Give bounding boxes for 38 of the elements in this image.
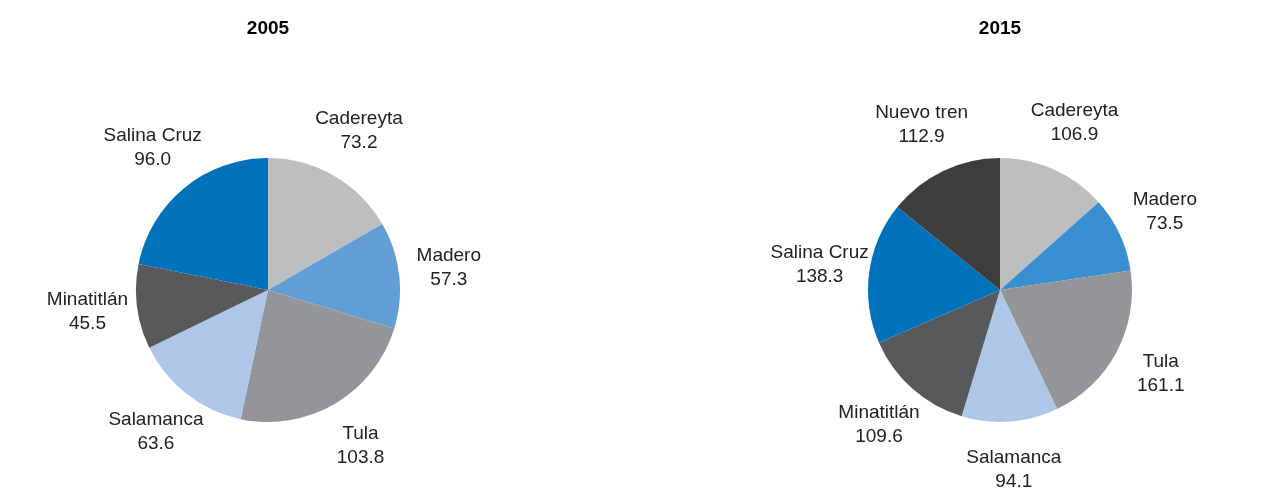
slice-label: Salina Cruz — [103, 124, 202, 146]
pie-slice — [1000, 202, 1131, 290]
data-label: 103.8 — [336, 445, 385, 467]
data-label: 161.1 — [1136, 374, 1185, 396]
slice-label: Salamanca — [966, 446, 1062, 468]
chart-title: 2015 — [978, 17, 1022, 38]
pie-slice — [240, 290, 395, 422]
slice-label: Minatitlán — [838, 400, 920, 422]
slice-label: Salamanca — [108, 408, 204, 430]
pie-slice — [136, 264, 268, 348]
data-label: 138.3 — [795, 264, 844, 286]
chart-title: 2005 — [246, 17, 290, 38]
pie-slice — [897, 158, 1000, 290]
slice-label: Madero — [416, 244, 482, 266]
slice-label: Cadereyta — [315, 107, 404, 129]
pie-slice — [1000, 270, 1132, 410]
slice-label: Minatitlán — [46, 288, 129, 310]
data-label: 63.6 — [137, 432, 175, 454]
data-label: 109.6 — [855, 424, 903, 446]
data-label: 94.1 — [995, 470, 1033, 492]
data-label: 112.9 — [898, 124, 945, 146]
pie-slice — [268, 158, 383, 290]
pie-slice — [961, 290, 1058, 422]
slice-label: Nuevo tren — [875, 100, 969, 122]
data-label: 57.3 — [430, 268, 468, 290]
data-label: 73.2 — [340, 131, 378, 153]
data-label: 106.9 — [1050, 122, 1099, 144]
data-label: 45.5 — [68, 312, 106, 334]
pie-slice — [868, 206, 1000, 343]
slice-label: Cadereyta — [1030, 98, 1119, 120]
data-label: 96.0 — [134, 148, 172, 170]
pie-slice — [1000, 158, 1099, 290]
slice-label: Salina Cruz — [770, 240, 869, 262]
slice-label: Tula — [1142, 350, 1180, 372]
slice-label: Tula — [342, 421, 380, 443]
slice-label: Madero — [1132, 187, 1198, 209]
data-label: 73.5 — [1146, 211, 1184, 233]
pie-slice — [268, 223, 400, 329]
